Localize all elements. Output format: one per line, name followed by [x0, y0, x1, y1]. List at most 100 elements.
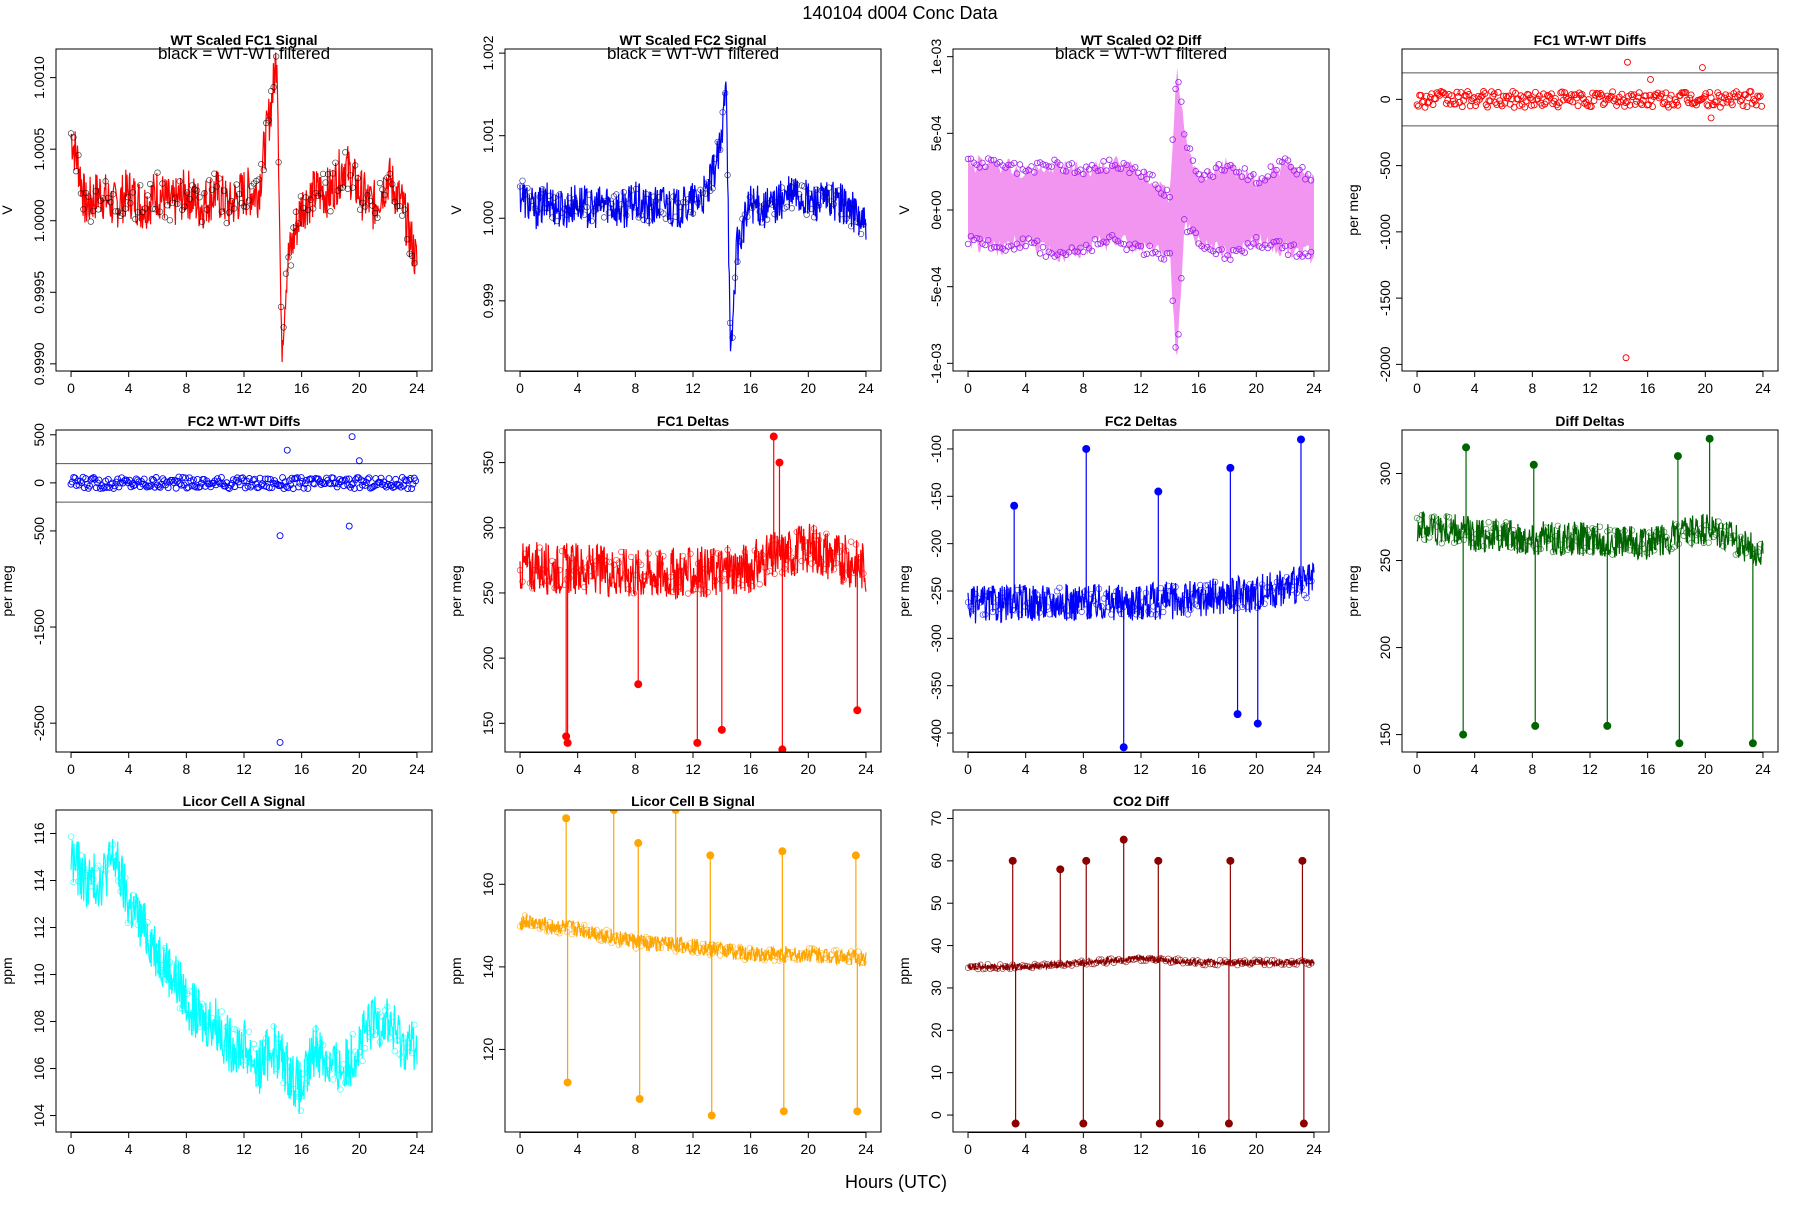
data-point: [657, 944, 665, 952]
data-point: [189, 476, 197, 484]
data-point: [623, 212, 630, 219]
data-point: [1187, 606, 1194, 613]
data-point: [1500, 92, 1507, 100]
x-tick-label: 12: [1582, 380, 1598, 396]
data-point: [1051, 605, 1058, 612]
y-axis-label: ppm: [448, 957, 464, 984]
data-point: [1712, 98, 1720, 106]
data-point: [1117, 240, 1125, 247]
data-point: [1178, 275, 1185, 282]
data-point: [365, 474, 373, 482]
data-point: [70, 134, 77, 141]
spike-point: [1226, 463, 1235, 472]
data-point: [248, 1059, 255, 1067]
data-point: [258, 1064, 265, 1071]
data-point: [825, 184, 833, 191]
data-point: [1747, 543, 1754, 550]
data-point: [152, 474, 160, 481]
y-tick-label: -100: [928, 435, 944, 463]
data-point: [749, 948, 756, 955]
data-point: [1448, 522, 1455, 530]
data-point: [1754, 92, 1762, 100]
data-point: [159, 961, 166, 969]
data-point: [243, 1054, 250, 1061]
panel-p7: Diff Deltas per meg 0 4 8 12 16 20 24 150 200 250 30…: [1345, 413, 1779, 777]
data-point: [1304, 171, 1312, 178]
spike-point: [707, 1111, 716, 1120]
data-point: [1022, 242, 1029, 250]
data-point: [288, 474, 296, 482]
data-point: [734, 953, 741, 960]
data-point: [1100, 238, 1107, 246]
data-point: [1162, 600, 1169, 608]
data-point: [1056, 584, 1063, 591]
data-point: [1572, 524, 1579, 531]
data-point: [245, 197, 253, 204]
data-point: [134, 921, 141, 929]
data-point: [369, 202, 376, 209]
panel-title: WT Scaled O2 Diff: [1081, 32, 1202, 48]
data-point: [647, 203, 655, 211]
data-point: [521, 550, 529, 557]
data-point: [161, 214, 169, 221]
data-point: [135, 478, 143, 486]
data-point: [1510, 527, 1517, 534]
data-point: [213, 183, 220, 190]
data-point: [1466, 102, 1474, 110]
data-point: [987, 587, 994, 594]
data-point: [796, 527, 803, 534]
spike-point: [1299, 1119, 1308, 1128]
data-point: [347, 172, 354, 179]
x-tick-label: 20: [801, 1141, 817, 1157]
data-point: [1303, 594, 1310, 602]
data-point: [317, 190, 324, 197]
data-point: [196, 194, 203, 201]
y-tick-label: 1.0010: [31, 56, 47, 99]
data-point: [1715, 518, 1722, 525]
data-point: [1229, 594, 1236, 602]
plot-area: [964, 67, 1315, 356]
data-point: [297, 474, 305, 482]
data-point: [1626, 101, 1634, 109]
data-point: [201, 190, 208, 197]
data-point: [156, 208, 164, 215]
data-point: [80, 864, 87, 871]
data-point: [818, 558, 825, 566]
data-point: [256, 474, 264, 482]
data-point: [633, 571, 640, 579]
data-point: [694, 949, 702, 956]
data-point: [1446, 514, 1453, 521]
data-point: [536, 193, 543, 201]
spike-point: [1673, 452, 1682, 461]
series-line: [70, 838, 418, 1114]
data-point: [1048, 163, 1055, 170]
data-point: [1024, 599, 1031, 607]
data-point: [568, 203, 576, 210]
data-point: [1428, 513, 1436, 521]
data-point: [1011, 607, 1019, 614]
data-point: [268, 1049, 275, 1057]
data-point: [324, 171, 332, 178]
data-point: [561, 921, 568, 928]
data-point: [1267, 163, 1274, 170]
data-point: [67, 833, 75, 840]
y-tick-label: 112: [31, 916, 47, 939]
data-point: [1529, 96, 1537, 104]
x-tick-label: 16: [294, 1141, 310, 1157]
x-tick-label: 12: [1582, 761, 1598, 777]
y-tick-label: 1.000: [480, 201, 496, 236]
data-point: [143, 483, 151, 491]
data-point: [166, 217, 174, 224]
data-point: [801, 538, 808, 545]
y-tick-label: -1500: [31, 609, 47, 645]
data-point: [1700, 539, 1707, 546]
data-point: [1284, 251, 1292, 259]
y-tick-label: 1.002: [480, 35, 496, 70]
data-point: [354, 175, 361, 182]
data-point: [1659, 100, 1667, 108]
data-point: [1646, 529, 1653, 536]
data-point: [111, 482, 119, 490]
y-tick-label: 0: [31, 479, 47, 487]
data-point: [149, 929, 156, 936]
x-tick-label: 16: [743, 761, 759, 777]
